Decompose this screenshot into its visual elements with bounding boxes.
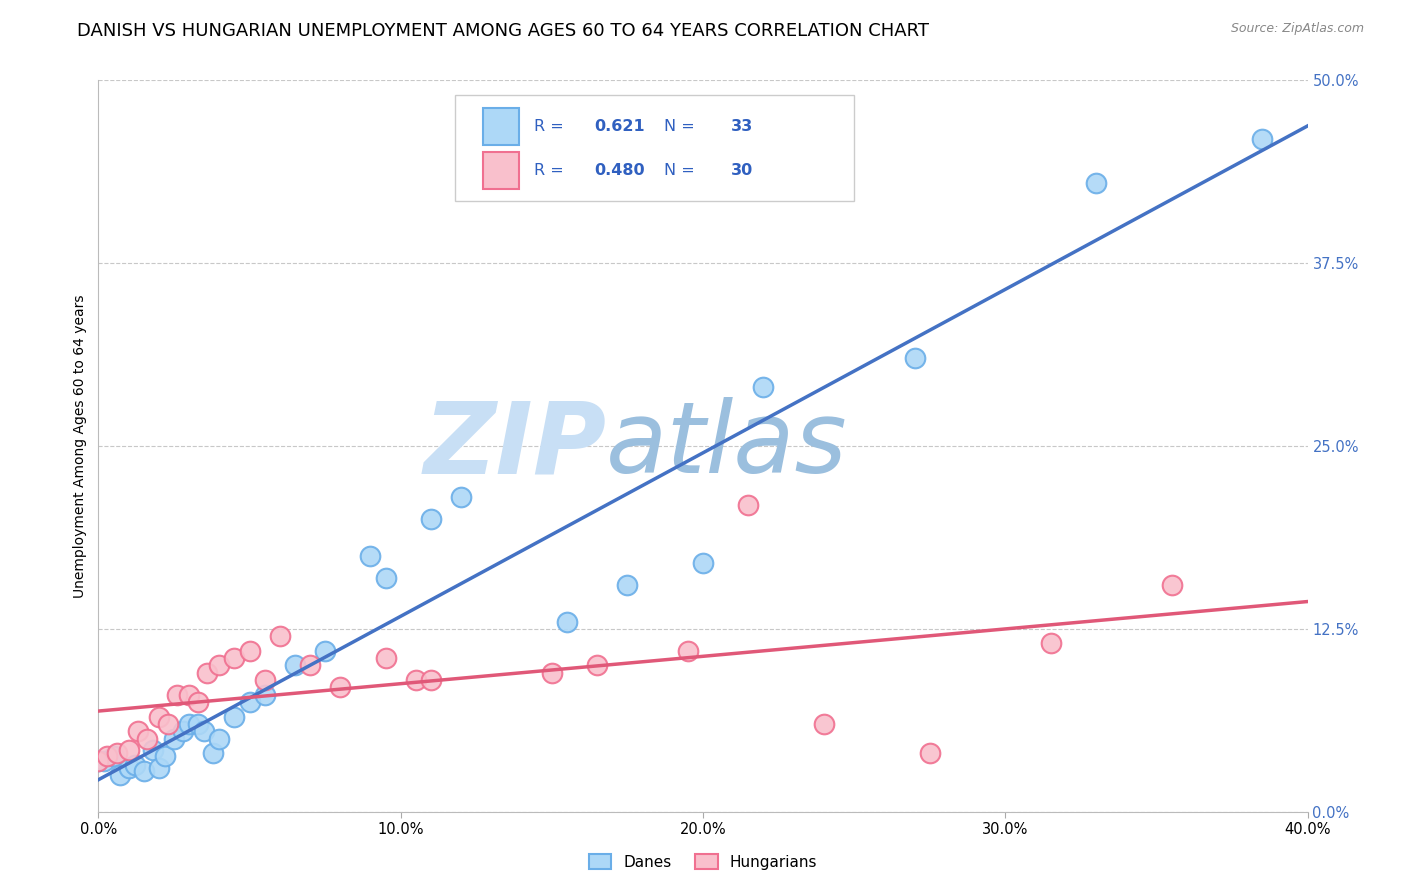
Text: atlas: atlas	[606, 398, 848, 494]
Point	[187, 717, 209, 731]
Text: 0.621: 0.621	[595, 119, 645, 134]
Point	[118, 743, 141, 757]
Point	[555, 615, 578, 629]
Point	[87, 754, 110, 768]
FancyBboxPatch shape	[482, 108, 519, 145]
Point	[420, 512, 443, 526]
Text: R =: R =	[534, 162, 568, 178]
Point	[153, 749, 176, 764]
Point	[156, 717, 179, 731]
Point	[163, 731, 186, 746]
Point	[676, 644, 699, 658]
Point	[1039, 636, 1062, 650]
Point	[616, 578, 638, 592]
Point	[118, 761, 141, 775]
Point	[374, 571, 396, 585]
Point	[148, 761, 170, 775]
Point	[208, 731, 231, 746]
Point	[103, 749, 125, 764]
Point	[253, 673, 276, 687]
Point	[540, 665, 562, 680]
Point	[224, 651, 246, 665]
FancyBboxPatch shape	[482, 152, 519, 188]
Point	[586, 658, 609, 673]
Point	[1085, 176, 1108, 190]
Text: Source: ZipAtlas.com: Source: ZipAtlas.com	[1230, 22, 1364, 36]
Legend: Danes, Hungarians: Danes, Hungarians	[581, 846, 825, 877]
Point	[166, 688, 188, 702]
Point	[179, 688, 201, 702]
Text: 0.480: 0.480	[595, 162, 645, 178]
Point	[187, 695, 209, 709]
Point	[135, 731, 157, 746]
FancyBboxPatch shape	[456, 95, 855, 201]
Point	[87, 754, 110, 768]
Point	[127, 724, 149, 739]
Point	[269, 629, 291, 643]
Point	[450, 490, 472, 504]
Point	[253, 688, 276, 702]
Point	[239, 695, 262, 709]
Point	[108, 768, 131, 782]
Point	[148, 709, 170, 723]
Point	[737, 498, 759, 512]
Point	[405, 673, 427, 687]
Y-axis label: Unemployment Among Ages 60 to 64 years: Unemployment Among Ages 60 to 64 years	[73, 294, 87, 598]
Point	[96, 749, 118, 764]
Text: N =: N =	[664, 119, 700, 134]
Point	[284, 658, 307, 673]
Text: DANISH VS HUNGARIAN UNEMPLOYMENT AMONG AGES 60 TO 64 YEARS CORRELATION CHART: DANISH VS HUNGARIAN UNEMPLOYMENT AMONG A…	[77, 22, 929, 40]
Text: 33: 33	[731, 119, 754, 134]
Point	[105, 746, 128, 760]
Point	[692, 556, 714, 570]
Text: N =: N =	[664, 162, 700, 178]
Point	[142, 743, 165, 757]
Point	[124, 758, 146, 772]
Point	[1251, 132, 1274, 146]
Point	[918, 746, 941, 760]
Text: ZIP: ZIP	[423, 398, 606, 494]
Point	[1160, 578, 1182, 592]
Point	[314, 644, 336, 658]
Point	[299, 658, 322, 673]
Point	[360, 549, 382, 563]
Point	[179, 717, 201, 731]
Point	[420, 673, 443, 687]
Point	[904, 351, 927, 366]
Point	[132, 764, 155, 778]
Point	[195, 665, 218, 680]
Text: 30: 30	[731, 162, 754, 178]
Point	[172, 724, 194, 739]
Point	[208, 658, 231, 673]
Text: R =: R =	[534, 119, 568, 134]
Point	[93, 754, 115, 768]
Point	[193, 724, 215, 739]
Point	[239, 644, 262, 658]
Point	[329, 681, 352, 695]
Point	[374, 651, 396, 665]
Point	[813, 717, 835, 731]
Point	[202, 746, 225, 760]
Point	[752, 380, 775, 394]
Point	[224, 709, 246, 723]
